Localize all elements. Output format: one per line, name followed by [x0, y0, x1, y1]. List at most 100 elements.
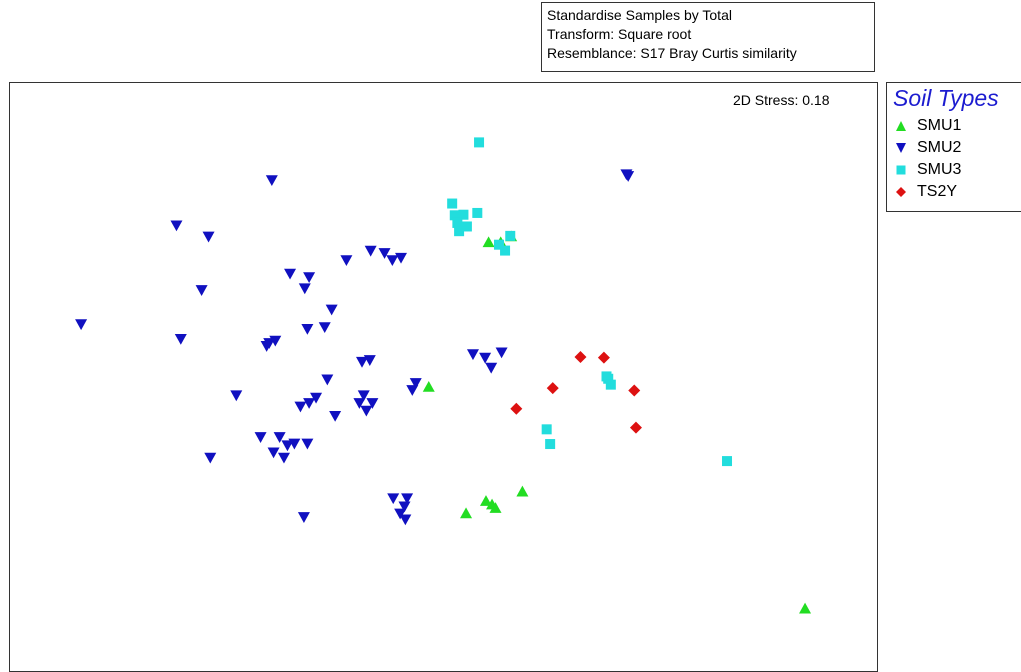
data-point-smu2-48	[297, 512, 310, 523]
data-point-smu2-13	[386, 255, 399, 266]
data-point-smu2-36	[273, 432, 286, 443]
data-point-smu3-16	[545, 439, 556, 450]
data-point-smu3-4	[458, 209, 469, 220]
data-point-smu2-46	[394, 508, 407, 520]
legend-label-smu1: SMU1	[917, 117, 962, 134]
data-point-smu2-16	[301, 323, 314, 335]
data-point-smu3-6	[452, 217, 463, 228]
data-point-smu2-8	[303, 272, 316, 284]
data-point-smu2-10	[340, 255, 353, 266]
data-point-smu2-11	[364, 245, 377, 257]
data-point-smu2-22	[363, 355, 376, 366]
data-point-smu2-19	[260, 341, 273, 352]
data-point-smu2-45	[398, 501, 411, 513]
data-point-smu2-29	[357, 390, 370, 402]
legend: Soil Types SMU1 SMU2 SMU3 TS2Y	[886, 82, 1021, 212]
data-point-smu3-8	[454, 226, 465, 237]
nmds-scatter-plot	[75, 137, 812, 614]
data-point-smu2-1	[75, 319, 88, 331]
data-point-smu2-12	[378, 248, 391, 259]
standardise-label: Standardise Samples by Total	[547, 7, 732, 23]
data-point-smu3-9	[493, 239, 504, 250]
data-point-smu2-54	[622, 171, 635, 182]
data-point-ts2y-6	[629, 421, 642, 434]
data-point-smu2-3	[202, 231, 215, 243]
legend-title: Soil Types	[893, 85, 999, 111]
data-point-ts2y-5	[628, 384, 641, 397]
data-point-smu3-2	[447, 198, 458, 209]
data-point-smu2-51	[485, 362, 498, 374]
data-point-smu3-3	[449, 210, 460, 221]
data-point-smu2-14	[395, 252, 408, 264]
data-point-smu2-15	[325, 304, 338, 316]
data-point-smu2-2	[170, 220, 183, 232]
data-point-smu2-49	[466, 349, 479, 361]
data-point-smu3-17	[722, 456, 733, 467]
data-point-smu2-43	[387, 493, 400, 505]
legend-item-smu3: SMU3	[895, 159, 1021, 181]
transform-label: Transform: Square root	[547, 26, 692, 42]
legend-label-ts2y: TS2Y	[917, 183, 958, 200]
data-point-smu2-25	[294, 401, 307, 413]
cyan-square-icon	[896, 165, 906, 175]
data-point-smu2-26	[303, 398, 316, 409]
data-point-smu2-6	[174, 333, 187, 345]
data-point-smu2-35	[254, 432, 267, 443]
data-point-smu2-17	[318, 322, 331, 334]
stress-label: 2D Stress: 0.18	[733, 92, 830, 108]
data-point-smu3-5	[472, 207, 483, 218]
data-point-smu2-39	[301, 438, 314, 450]
data-point-smu1-1	[482, 236, 495, 248]
transform-info-box: Standardise Samples by Total Transform: …	[541, 2, 875, 72]
resemblance-label: Resemblance: S17 Bray Curtis similarity	[547, 45, 797, 61]
data-point-smu3-15	[541, 424, 552, 435]
data-point-smu3-14	[605, 379, 616, 390]
data-point-ts2y-2	[597, 351, 610, 364]
data-point-smu3-7	[461, 221, 472, 232]
data-point-smu2-37	[281, 440, 294, 452]
data-point-smu1-7	[489, 502, 502, 513]
data-point-ts2y-3	[546, 382, 559, 395]
data-point-smu2-50	[479, 352, 492, 364]
data-point-smu2-20	[269, 335, 282, 347]
data-point-smu2-42	[204, 452, 217, 464]
data-point-smu2-33	[409, 378, 422, 389]
data-point-smu1-9	[460, 507, 473, 519]
data-point-smu2-34	[406, 385, 419, 396]
data-point-smu3-11	[500, 245, 511, 256]
legend-label-smu3: SMU3	[917, 161, 962, 178]
data-point-smu2-4	[265, 175, 278, 187]
legend-label-smu2: SMU2	[917, 139, 962, 156]
data-point-smu2-38	[288, 438, 301, 450]
data-point-smu1-5	[479, 495, 492, 506]
data-point-ts2y-4	[510, 402, 523, 415]
legend-item-smu1: SMU1	[895, 115, 1021, 137]
data-point-smu1-10	[799, 602, 812, 614]
data-point-smu2-52	[495, 347, 508, 359]
data-point-smu2-21	[356, 356, 369, 368]
data-point-smu2-41	[277, 452, 290, 464]
data-point-smu3-1	[474, 137, 485, 148]
data-point-smu2-9	[298, 283, 311, 295]
green-triangle-up-icon	[896, 121, 906, 131]
legend-item-smu2: SMU2	[895, 137, 1021, 159]
data-point-smu2-47	[399, 514, 412, 526]
data-point-smu1-8	[516, 485, 529, 497]
data-point-smu2-31	[360, 405, 373, 417]
data-point-smu1-4	[422, 380, 435, 392]
blue-triangle-down-icon	[896, 143, 906, 153]
data-point-smu2-7	[284, 268, 297, 280]
data-point-ts2y-1	[574, 351, 587, 364]
data-point-smu2-40	[267, 447, 280, 459]
data-point-smu2-30	[366, 398, 379, 409]
data-point-smu3-13	[603, 373, 614, 384]
data-point-smu2-24	[230, 390, 243, 402]
data-point-smu2-23	[321, 374, 334, 386]
points-layer	[75, 137, 812, 614]
data-point-smu2-28	[353, 398, 366, 409]
red-diamond-icon	[896, 187, 906, 197]
legend-item-ts2y: TS2Y	[895, 181, 1021, 203]
data-point-smu2-27	[310, 392, 323, 404]
data-point-smu2-44	[401, 493, 414, 505]
data-point-smu2-5	[195, 285, 208, 296]
